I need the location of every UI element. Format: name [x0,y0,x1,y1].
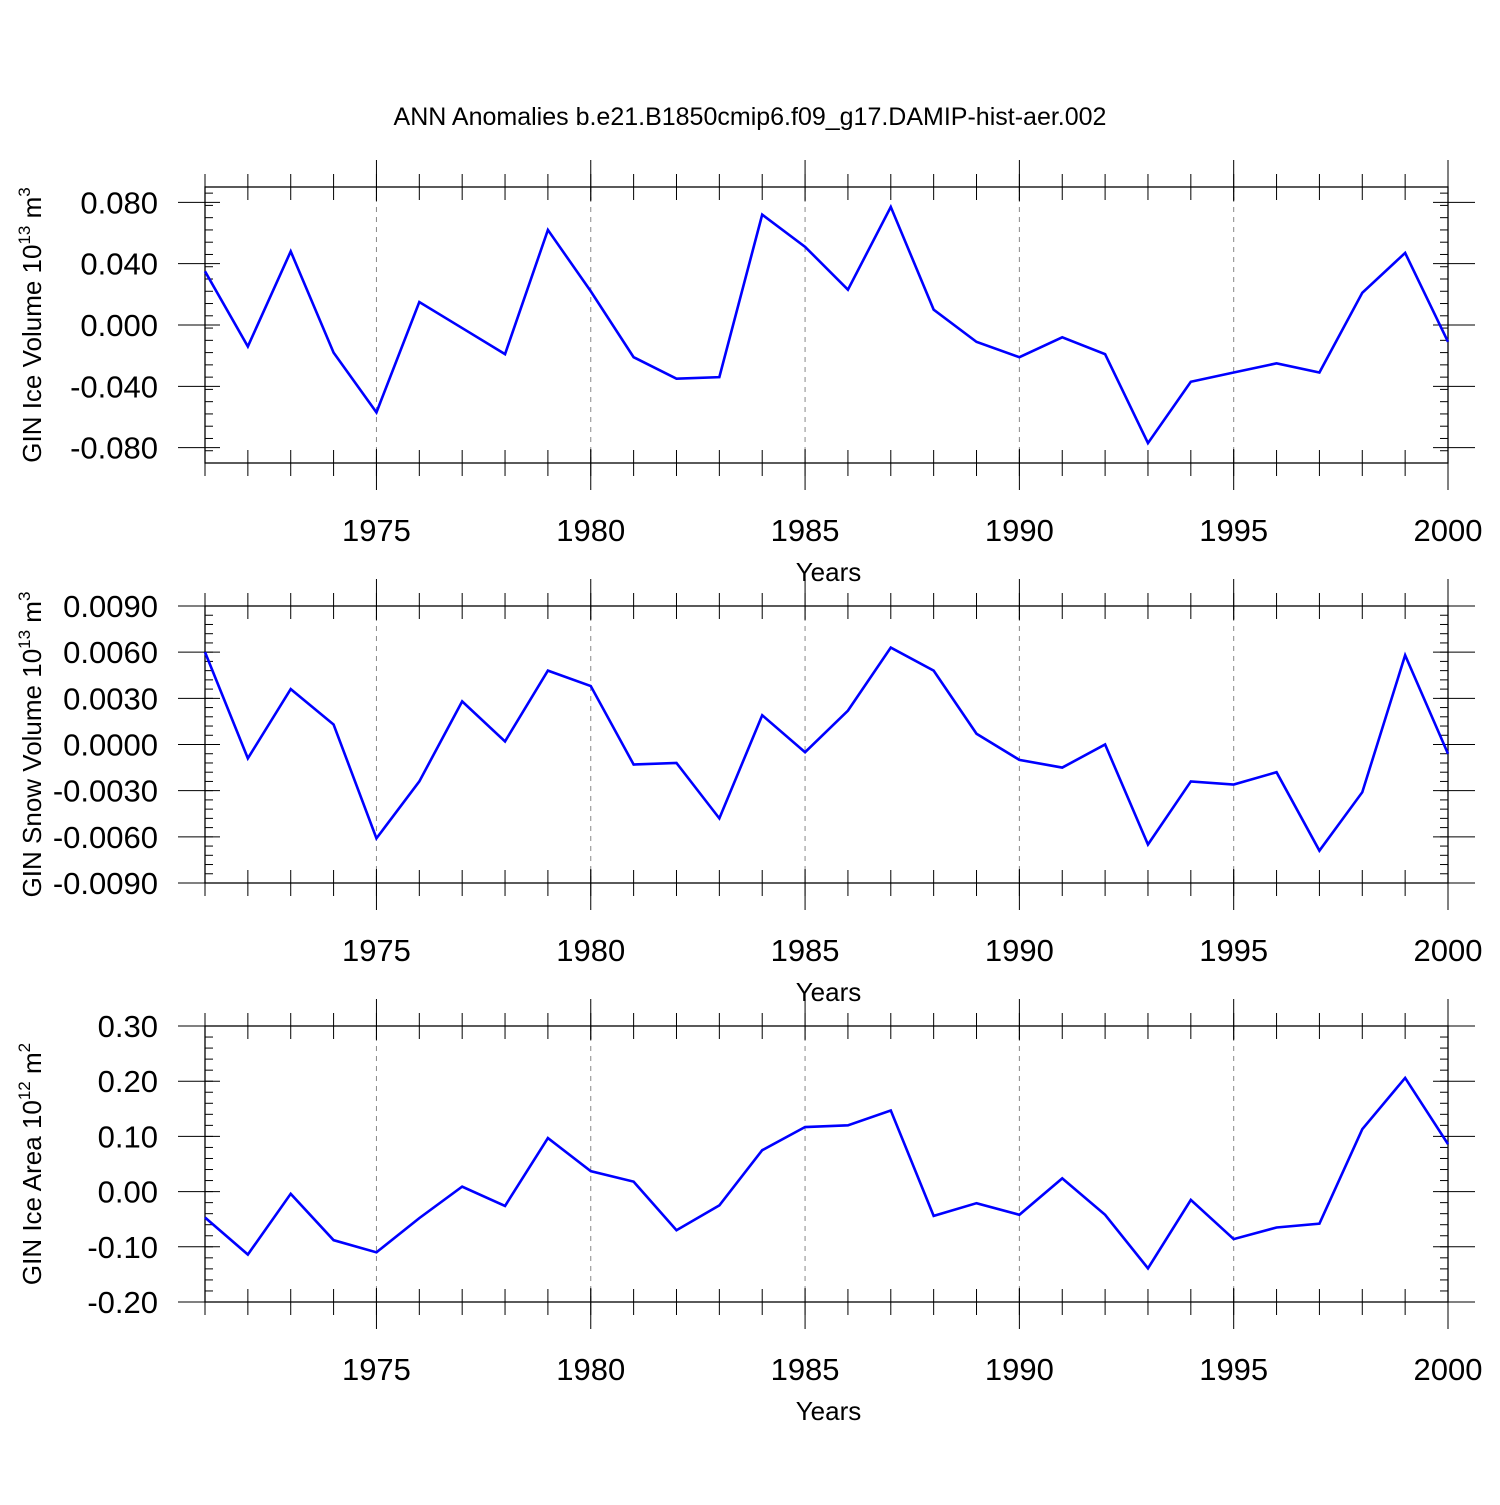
x-axis-label: Years [796,1396,862,1426]
x-tick-label: 1975 [342,513,411,548]
y-tick-label: 0.0060 [63,635,158,670]
y-tick-label: 0.30 [98,1009,158,1044]
figure-title: ANN Anomalies b.e21.B1850cmip6.f09_g17.D… [394,103,1107,131]
y-axis-label-exponent: 13 [15,630,34,649]
x-tick-label: 1980 [556,933,625,968]
x-tick-label: 1975 [342,933,411,968]
y-axis-label-unit: m [17,197,47,226]
y-axis-label-unit: m [17,1052,47,1081]
x-tick-label: 1995 [1199,513,1268,548]
x-tick-label: 1985 [771,1352,840,1387]
y-tick-label: 0.000 [80,308,158,343]
series-line [203,203,1450,446]
y-axis-label-unit-exponent: 3 [15,187,34,196]
x-tick-label: 1980 [556,1352,625,1387]
x-tick-label: 2000 [1414,513,1483,548]
y-axis-label-unit-exponent: 3 [15,592,34,601]
y-tick-label: -0.040 [70,369,158,404]
y-axis-label-exponent: 12 [15,1081,34,1100]
x-tick-label: 1985 [771,513,840,548]
y-tick-label: 0.0000 [63,728,158,763]
y-tick-label: -0.080 [70,431,158,466]
panels-group: -0.080 -0.040 0.000 0.040 0.080 1975 1980 1985 1… [15,160,1482,1426]
series-line [204,1075,1450,1271]
x-tick-label: 1975 [342,1352,411,1387]
y-axis-label-unit: m [17,601,47,630]
y-axis-label-text: GIN Snow Volume 10 [17,649,47,898]
plot-frame [204,1025,1449,1303]
panel-1: -0.080 -0.040 0.000 0.040 0.080 1975 1980 1985 1… [15,160,1482,587]
x-tick-label: 1995 [1199,933,1268,968]
y-tick-label: 0.0030 [63,681,158,716]
x-tick-label: 1990 [985,933,1054,968]
y-axis-label-text: GIN Ice Volume 10 [17,245,47,463]
y-tick-label: 0.080 [80,185,158,220]
plot-frame [204,605,1449,884]
y-tick-label: -0.20 [87,1285,158,1320]
panel-2: -0.0090 -0.0060 -0.0030 0.0000 0.0030 0.0060 0… [15,579,1482,1007]
series-line [203,645,1450,854]
x-tick-label: 1990 [985,513,1054,548]
y-axis-label-unit-exponent: 2 [15,1043,34,1052]
plot-frame [204,186,1449,464]
y-tick-label: -0.0090 [53,866,158,901]
x-axis-label: Years [796,557,862,587]
y-tick-label: -0.0060 [53,820,158,855]
y-axis-label-exponent: 13 [15,226,34,245]
y-tick-label: 0.20 [98,1064,158,1099]
y-tick-label: 0.10 [98,1119,158,1154]
y-tick-label: -0.0030 [53,774,158,809]
y-tick-label: -0.10 [87,1230,158,1265]
y-axis-label: GIN Ice Volume 1013 m3 [15,187,47,463]
x-tick-label: 1995 [1199,1352,1268,1387]
x-tick-label: 1980 [556,513,625,548]
y-axis-label: GIN Ice Area 1012 m2 [15,1043,47,1285]
x-tick-label: 2000 [1414,933,1483,968]
x-tick-label: 2000 [1414,1352,1483,1387]
y-tick-label: 0.040 [80,247,158,282]
x-axis-label: Years [796,977,862,1007]
y-axis-label-text: GIN Ice Area 10 [17,1100,47,1285]
y-axis-label: GIN Snow Volume 1013 m3 [15,592,47,898]
x-tick-label: 1990 [985,1352,1054,1387]
y-tick-label: 0.00 [98,1175,158,1210]
y-tick-label: 0.0090 [63,589,158,624]
panel-3: -0.20 -0.10 0.00 0.10 0.20 0.30 1975 1980 1985 19… [15,999,1482,1426]
x-tick-label: 1985 [771,933,840,968]
